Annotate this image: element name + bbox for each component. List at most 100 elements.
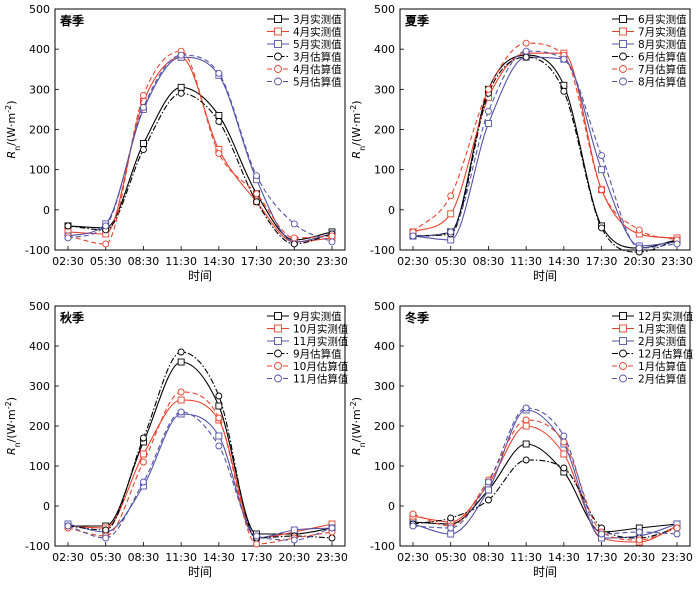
y-tick-label: -100: [370, 540, 395, 553]
data-point: [447, 530, 455, 538]
y-axis-label-close: ): [5, 397, 18, 401]
y-axis-label-main: R: [350, 447, 363, 455]
series-line: [67, 399, 333, 539]
series-line: [67, 54, 333, 243]
y-axis-label-sup: -2: [4, 105, 13, 113]
data-point: [177, 51, 185, 59]
data-point: [560, 438, 568, 446]
y-tick-label: 300: [29, 83, 50, 96]
data-point: [139, 450, 147, 458]
series-line: [412, 443, 678, 533]
series-line: [412, 459, 678, 539]
y-tick-label: -100: [370, 244, 395, 257]
x-tick-label: 11:30: [165, 255, 197, 268]
legend-label: 7月估算值: [638, 63, 687, 76]
x-tick-label: 11:30: [510, 255, 542, 268]
x-tick-label: 14:30: [203, 255, 235, 268]
data-point: [139, 103, 147, 111]
data-point: [253, 532, 261, 540]
data-point: [215, 69, 223, 77]
y-tick-label: 200: [29, 124, 50, 137]
legend-label: 9月估算值: [293, 348, 342, 361]
legend-marker: [619, 40, 627, 48]
data-point: [560, 432, 568, 440]
y-tick-label: 0: [43, 204, 50, 217]
panel-title: 夏季: [405, 13, 430, 28]
data-point: [177, 348, 185, 356]
y-axis-label-sub: n: [13, 146, 22, 151]
legend-marker: [274, 27, 282, 36]
legend-label: 10月估算值: [293, 360, 349, 373]
series-line: [67, 413, 333, 539]
data-point: [215, 432, 223, 440]
y-axis-label: Rn/(W·m-2): [349, 100, 367, 158]
plot-frame: [399, 305, 691, 547]
panel-summer: 夏季 时间 Rn/(W·m-2) -100 0 100 200 300 400 500 02:…: [349, 3, 693, 283]
data-point: [447, 524, 455, 532]
legend-marker: [619, 362, 627, 370]
legend-marker: [619, 15, 627, 23]
legend-label: 4月实测值: [293, 26, 342, 39]
x-tick-label: 05:30: [90, 255, 122, 268]
legend-label: 1月估算值: [638, 360, 687, 373]
data-point: [215, 150, 223, 158]
x-tick-label: 17:30: [586, 551, 618, 564]
data-point: [290, 536, 298, 544]
legend-label: 11月估算值: [293, 373, 349, 386]
legend-marker: [274, 362, 282, 370]
x-tick-label: 17:30: [241, 255, 273, 268]
x-tick-label: 17:30: [241, 551, 273, 564]
data-point: [102, 526, 110, 534]
data-point: [673, 524, 681, 532]
x-tick-label: 05:30: [435, 551, 467, 564]
panel-autumn: 秋季 时间 Rn/(W·m-2) -100 0 100 200 300 400 500 02:…: [4, 300, 349, 579]
data-point: [215, 402, 223, 410]
plot-frame: [54, 8, 346, 251]
x-tick-label: 23:30: [316, 551, 348, 564]
legend-marker: [274, 52, 282, 61]
series-line: [67, 411, 333, 541]
y-tick-label: 500: [374, 300, 395, 313]
series-line: [412, 407, 678, 535]
y-tick-label: 100: [374, 164, 395, 177]
data-point: [102, 222, 110, 230]
y-tick-label: 300: [374, 380, 395, 393]
x-tick-label: 23:30: [316, 255, 348, 268]
x-axis-label: 时间: [533, 269, 557, 283]
data-point: [215, 392, 223, 400]
x-tick-label: 08:30: [473, 255, 505, 268]
y-axis-label-main: R: [5, 151, 18, 159]
data-point: [409, 232, 417, 240]
series-line: [412, 425, 678, 543]
data-point: [215, 118, 223, 125]
y-axis-label-main: R: [350, 151, 363, 159]
y-axis-label: Rn/(W·m-2): [4, 397, 22, 455]
x-tick-label: 20:30: [623, 255, 655, 268]
y-tick-label: 400: [374, 340, 395, 353]
data-point: [635, 226, 643, 234]
legend-marker: [274, 65, 282, 73]
y-axis-label-sub: n: [13, 442, 22, 447]
y-axis-label-main: R: [5, 447, 18, 455]
series-line: [67, 86, 333, 241]
data-point: [635, 244, 643, 252]
data-point: [447, 228, 455, 236]
series-line: [412, 50, 678, 249]
y-tick-label: 400: [29, 340, 50, 353]
data-point: [328, 232, 336, 240]
data-point: [328, 534, 336, 542]
x-tick-label: 02:30: [397, 255, 429, 268]
data-point: [215, 111, 223, 119]
legend-marker: [619, 27, 627, 36]
data-point: [139, 140, 147, 148]
y-tick-label: 200: [374, 420, 395, 433]
data-point: [560, 87, 568, 95]
data-point: [290, 526, 298, 534]
data-point: [560, 55, 568, 63]
series-line: [67, 56, 333, 243]
x-tick-label: 02:30: [397, 551, 429, 564]
y-axis-label-close: ): [5, 100, 18, 104]
y-tick-label: 500: [29, 300, 50, 313]
